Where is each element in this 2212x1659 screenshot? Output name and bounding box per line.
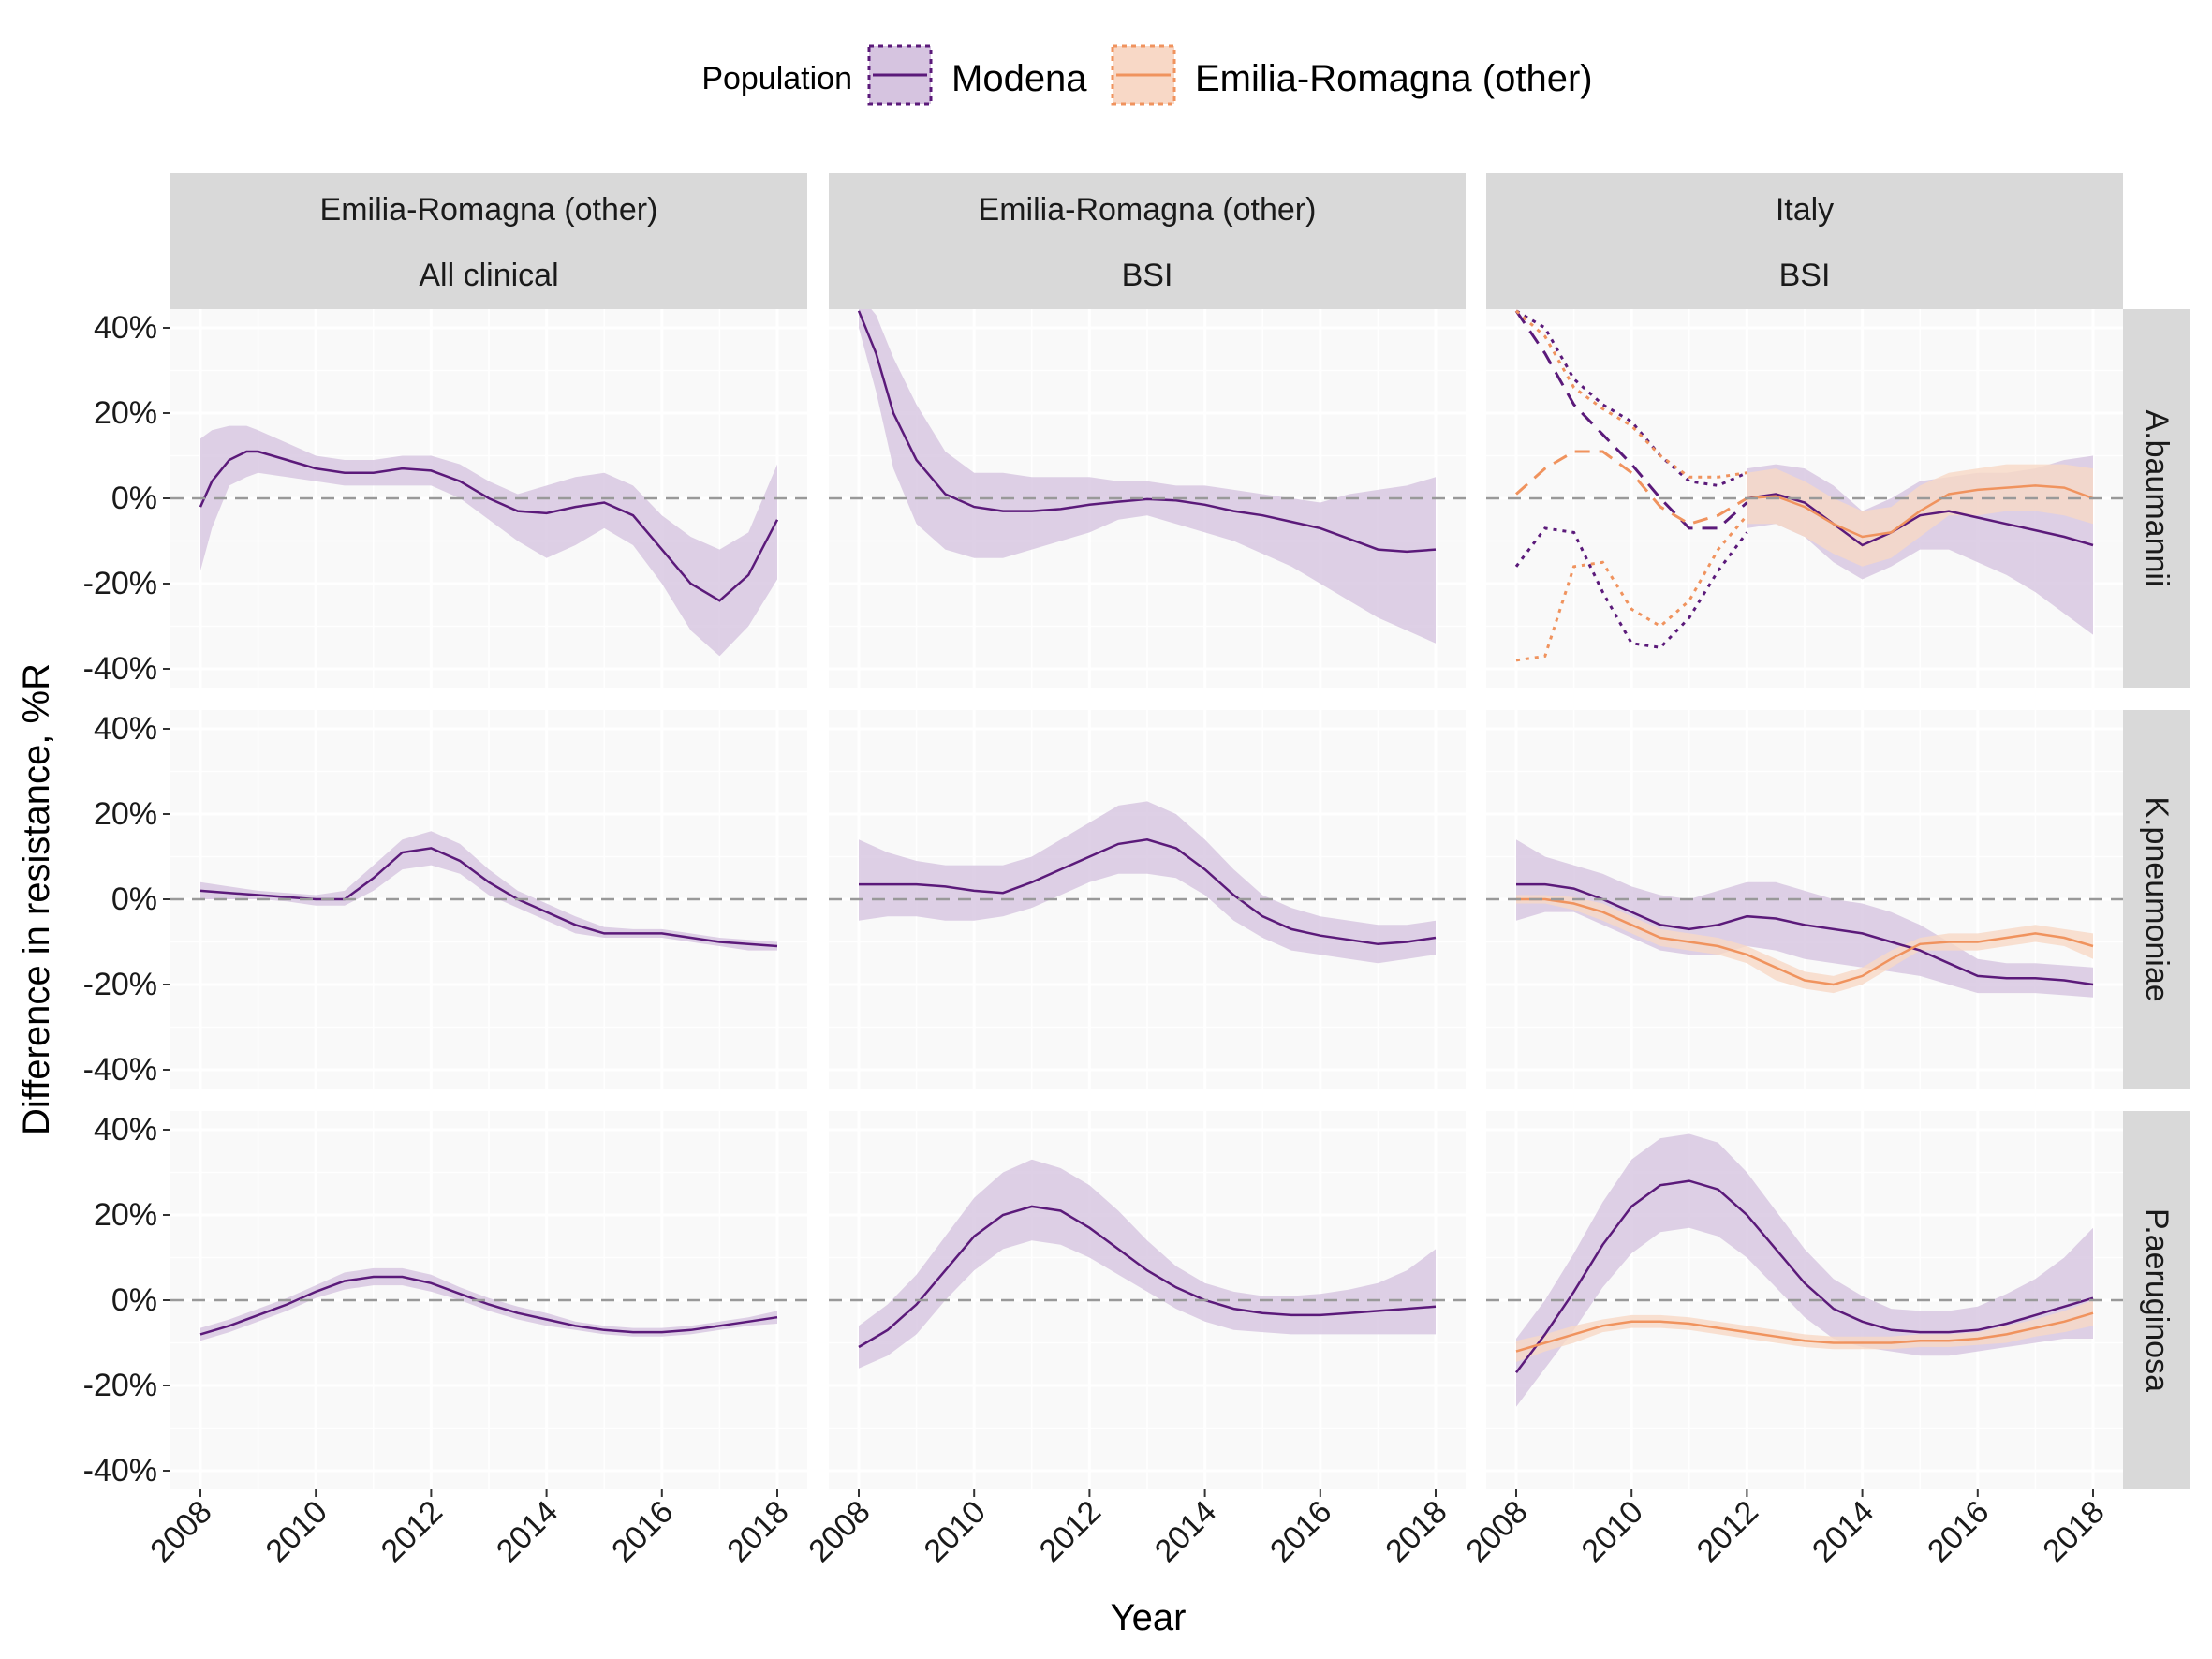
panel-series-r2-c2 — [859, 801, 1437, 964]
x-tick-label: 2010 — [918, 1494, 993, 1569]
row-strip-label: K.pneumoniae — [2139, 796, 2175, 1001]
panel-series-r3-c2 — [858, 1159, 1437, 1369]
x-tick-label: 2018 — [1379, 1494, 1453, 1569]
panel-series-r3-c3 — [1515, 1133, 2094, 1407]
y-tick-label: -40% — [83, 1052, 157, 1088]
line-modena — [1516, 882, 2094, 986]
row-strip-k-pneumoniae — [2123, 710, 2190, 1089]
panel-r2-c2 — [829, 710, 1466, 1089]
y-axis-title: Difference in resistance, %R — [16, 663, 57, 1135]
ribbon-emilia-romagna-other — [1516, 1300, 2093, 1362]
column-strip-subtitle: All clinical — [419, 258, 558, 293]
row-strip-p-aeruginosa — [2123, 1111, 2190, 1489]
x-tick-label: 2014 — [1806, 1494, 1880, 1569]
extrapolated-line-modena — [1514, 309, 1748, 530]
legend: Population Modena Emilia-Romagna (other) — [701, 44, 1593, 106]
panel-series-r1-c1 — [199, 425, 779, 657]
line-emilia-romagna-other — [1747, 484, 2094, 539]
ribbon-modena — [859, 801, 1436, 964]
line-modena — [199, 450, 779, 602]
y-tick-label: -40% — [83, 1453, 157, 1489]
y-tick-label: 40% — [94, 711, 157, 747]
y-tick-label: 40% — [94, 1112, 157, 1148]
y-tick-label: -20% — [83, 566, 157, 601]
panel-series-r3-c1 — [199, 1267, 778, 1341]
x-tick-label: 2008 — [802, 1494, 877, 1569]
row-strip-label: P.aeruginosa — [2139, 1208, 2175, 1392]
panel-series-r2-c3 — [1516, 839, 2094, 998]
ribbon-modena — [859, 309, 1436, 644]
y-tick-label: 0% — [111, 881, 157, 917]
legend-label-emilia-romagna: Emilia-Romagna (other) — [1195, 58, 1593, 99]
y-tick-label: 20% — [94, 395, 157, 431]
panels-layer: Emilia-Romagna (other) All clinical Emilia… — [83, 173, 2190, 1569]
line-modena — [1747, 493, 2094, 547]
x-tick-label: 2010 — [1575, 1494, 1650, 1569]
x-tick-label: 2014 — [490, 1494, 565, 1569]
y-tick-label: -20% — [83, 967, 157, 1002]
x-tick-label: 2012 — [375, 1494, 450, 1569]
x-tick-label: 2016 — [605, 1494, 680, 1569]
y-tick-label: 0% — [111, 481, 157, 516]
line-emilia-romagna-other — [1515, 1311, 2094, 1353]
extrapolated-line-emilia-romagna-other — [1515, 450, 1748, 526]
column-strip-subtitle: BSI — [1122, 258, 1173, 293]
column-strip-title: Emilia-Romagna (other) — [320, 192, 658, 228]
legend-key-modena — [867, 44, 933, 106]
column-strip-title: Italy — [1776, 192, 1834, 228]
line-modena — [1515, 1179, 2094, 1374]
y-tick-label: 20% — [94, 1197, 157, 1233]
x-tick-label: 2018 — [720, 1494, 795, 1569]
x-tick-label: 2014 — [1148, 1494, 1223, 1569]
y-tick-label: 0% — [111, 1282, 157, 1318]
x-tick-label: 2012 — [1033, 1494, 1108, 1569]
x-tick-label: 2008 — [143, 1494, 218, 1569]
column-strip-subtitle: BSI — [1779, 258, 1831, 293]
line-modena — [858, 1205, 1437, 1349]
y-tick-label: 40% — [94, 310, 157, 346]
ribbon-modena — [1516, 839, 2093, 998]
x-tick-label: 2008 — [1459, 1494, 1534, 1569]
panel-r3-c1 — [170, 1111, 807, 1489]
x-tick-label: 2012 — [1690, 1494, 1765, 1569]
panel-series-r1-c2 — [857, 309, 1437, 644]
row-strip-a-baumannii — [2123, 309, 2190, 688]
y-tick-label: -40% — [83, 651, 157, 687]
ribbon-modena — [200, 831, 777, 951]
x-tick-label: 2016 — [1263, 1494, 1338, 1569]
ribbon-emilia-romagna-other — [1516, 895, 2093, 994]
x-tick-label: 2018 — [2036, 1494, 2111, 1569]
column-strip-title: Emilia-Romagna (other) — [979, 192, 1317, 228]
extrapolated-lower-bound-modena — [1514, 526, 1748, 649]
x-tick-label: 2016 — [1921, 1494, 1996, 1569]
legend-key-emilia-romagna — [1111, 44, 1176, 106]
extrapolated-upper-bound-emilia-romagna-other — [1515, 309, 1747, 479]
line-modena — [199, 1275, 778, 1336]
column-strip-1 — [170, 173, 807, 309]
legend-title: Population — [701, 61, 852, 96]
row-strip-label: A.baumannii — [2139, 409, 2175, 586]
x-axis-title: Year — [1111, 1597, 1187, 1638]
panel-series-r2-c1 — [199, 831, 778, 951]
line-modena — [199, 847, 778, 948]
line-modena — [859, 838, 1437, 946]
column-strip-3 — [1486, 173, 2123, 309]
y-tick-label: 20% — [94, 796, 157, 832]
ribbon-modena — [200, 425, 777, 657]
legend-label-modena: Modena — [951, 58, 1087, 99]
column-strip-2 — [829, 173, 1466, 309]
line-modena — [857, 310, 1437, 554]
x-tick-label: 2010 — [259, 1494, 334, 1569]
line-emilia-romagna-other — [1516, 897, 2094, 986]
panel-series-r1-c3 — [1514, 309, 2094, 662]
y-tick-label: -20% — [83, 1368, 157, 1403]
extrapolated-lower-bound-emilia-romagna-other — [1515, 514, 1748, 662]
